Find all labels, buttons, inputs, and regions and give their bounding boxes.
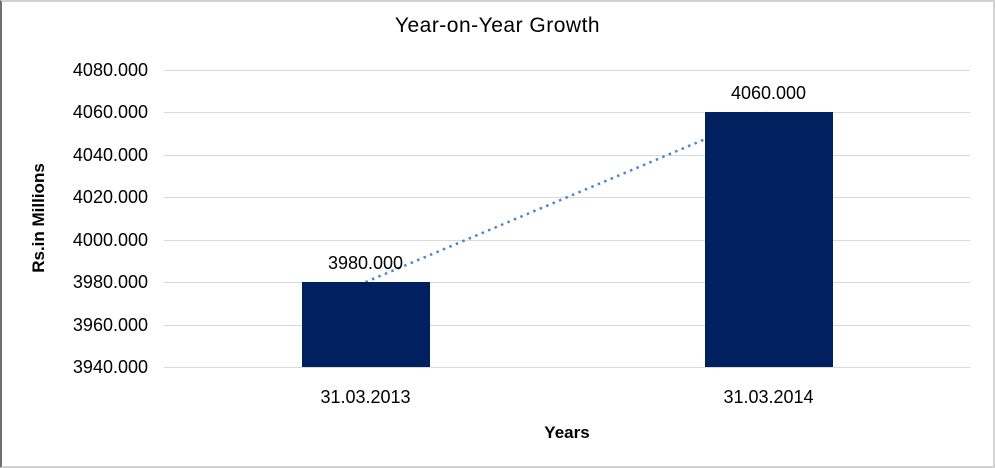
- bar: [704, 112, 833, 367]
- y-axis-title: Rs.in Millions: [29, 163, 48, 273]
- y-tick-label: 3980.000: [72, 272, 148, 293]
- gridline: [164, 112, 970, 114]
- chart-title: Year-on-Year Growth: [394, 14, 601, 37]
- y-tick-label: 4000.000: [72, 229, 148, 250]
- y-tick-label: 4020.000: [72, 187, 148, 208]
- y-tick-label: 4060.000: [72, 102, 148, 123]
- y-tick-label: 3960.000: [72, 314, 148, 335]
- y-tick-label: 4080.000: [72, 60, 148, 80]
- bar-value-label: 4060.000: [730, 83, 807, 104]
- plot-area: [164, 70, 970, 368]
- gridline: [164, 282, 970, 284]
- gridline: [164, 367, 970, 368]
- gridline: [164, 154, 970, 156]
- x-tick-label: 31.03.2013: [320, 387, 411, 407]
- y-tick-label: 3940.000: [72, 357, 148, 377]
- y-tick-label: 4040.000: [72, 144, 148, 165]
- gridline: [164, 197, 970, 199]
- x-axis-title: Years: [544, 423, 590, 442]
- gridline: [164, 70, 970, 71]
- gridline: [164, 324, 970, 326]
- gridline: [164, 239, 970, 241]
- bar: [301, 282, 430, 367]
- x-tick-label: 31.03.2014: [723, 387, 814, 407]
- bar-value-label: 3980.000: [327, 253, 404, 274]
